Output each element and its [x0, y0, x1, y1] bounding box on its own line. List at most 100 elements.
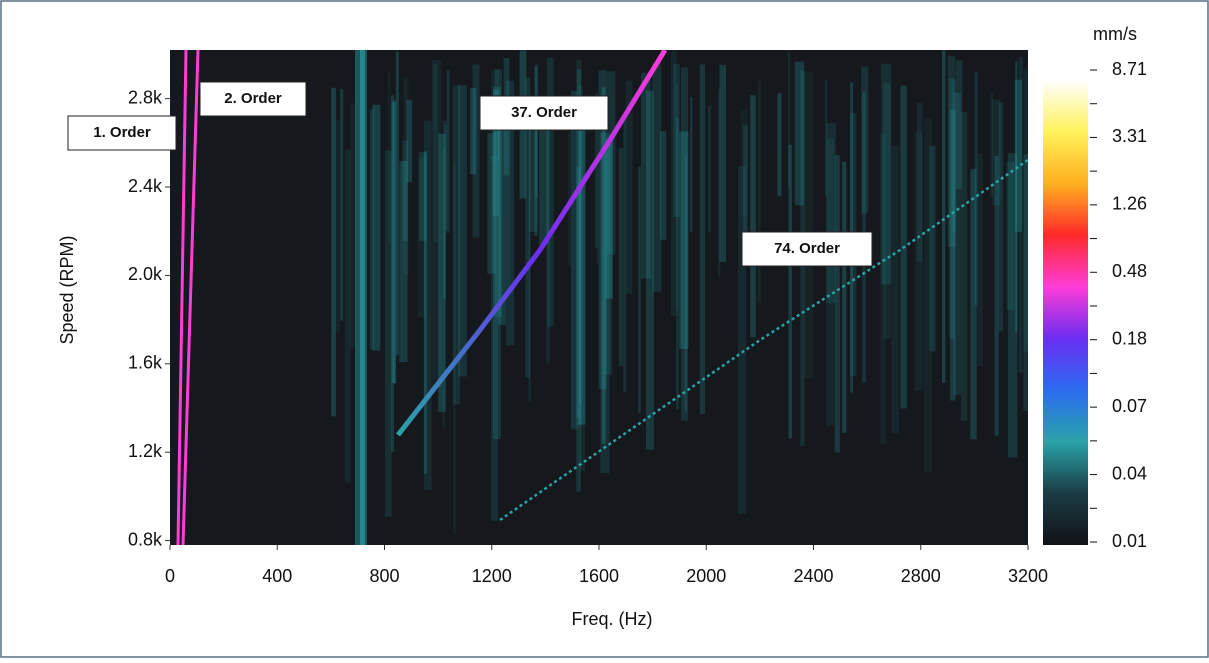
x-axis-label: Freq. (Hz) — [572, 609, 653, 629]
streak — [645, 90, 654, 450]
streak — [659, 131, 667, 240]
streak — [331, 87, 336, 417]
y-tick-label: 2.4k — [128, 176, 163, 196]
streak — [640, 72, 651, 279]
streak — [719, 64, 727, 262]
annotation-box — [67, 115, 177, 151]
streak — [794, 61, 805, 206]
x-tick-label: 0 — [165, 566, 175, 586]
x-tick-label: 3200 — [1008, 566, 1048, 586]
streak — [625, 80, 633, 295]
streak — [699, 64, 706, 415]
streak — [891, 145, 900, 434]
streak — [974, 72, 978, 306]
streak — [438, 133, 446, 412]
streak — [546, 57, 554, 327]
streak — [680, 67, 688, 421]
streak — [757, 80, 761, 303]
annotation: 2. Order — [224, 90, 282, 107]
streak — [788, 52, 791, 187]
streak — [578, 85, 583, 403]
x-tick-label: 2400 — [793, 566, 833, 586]
streak — [826, 138, 835, 426]
streak — [567, 132, 571, 266]
streak — [601, 87, 606, 445]
streak — [618, 148, 624, 367]
colorbar-tick-label: 1.26 — [1112, 194, 1147, 214]
streak — [445, 124, 448, 231]
streak — [1023, 68, 1028, 352]
streak — [525, 77, 531, 378]
streak — [842, 161, 847, 433]
order-line — [396, 50, 668, 437]
x-tick-label: 2800 — [901, 566, 941, 586]
colorbar-tick-label: 3.31 — [1112, 126, 1147, 146]
streak — [998, 102, 1004, 332]
streak — [638, 166, 641, 414]
streak — [992, 99, 1001, 206]
streak — [960, 111, 968, 421]
streak — [494, 68, 502, 318]
streak — [652, 62, 662, 292]
streak — [369, 109, 374, 350]
streak — [1014, 79, 1022, 232]
streak — [390, 95, 395, 453]
streak — [344, 149, 351, 483]
y-tick-label: 0.8k — [128, 529, 163, 549]
annotation-box — [741, 231, 873, 267]
streak — [505, 111, 511, 291]
streak — [750, 95, 756, 338]
y-axis-label: Speed (RPM) — [57, 235, 77, 344]
order-line — [181, 50, 200, 545]
streak — [914, 132, 923, 391]
heat-texture — [176, 50, 1028, 545]
streak — [948, 78, 955, 340]
streak — [576, 167, 582, 492]
streak — [953, 92, 961, 395]
streak — [360, 50, 365, 545]
streak — [442, 147, 446, 429]
streak — [690, 96, 693, 232]
streak — [458, 85, 467, 377]
streak — [951, 79, 957, 233]
streak — [340, 89, 344, 321]
streak — [399, 160, 408, 363]
streak — [470, 87, 477, 175]
streak — [350, 103, 357, 349]
streak — [826, 123, 836, 304]
streak — [432, 63, 438, 242]
order-line — [499, 158, 1028, 522]
annotation-box — [199, 81, 307, 117]
annotation: 1. Order — [93, 124, 151, 141]
streak — [578, 119, 586, 425]
x-tick-label: 1600 — [579, 566, 619, 586]
streak — [950, 109, 956, 401]
colorbar — [1043, 80, 1088, 545]
colorbar-tick-label: 0.04 — [1112, 463, 1147, 483]
streak — [881, 63, 892, 285]
streak — [490, 156, 498, 521]
y-tick-label: 2.0k — [128, 264, 163, 284]
colorbar-tick-label: 0.07 — [1112, 396, 1147, 416]
streak — [443, 120, 446, 300]
streak — [777, 93, 782, 197]
streak — [570, 90, 578, 430]
annotation: 74. Order — [774, 240, 840, 257]
streak — [594, 93, 598, 249]
streak — [942, 50, 946, 383]
streak — [737, 166, 747, 515]
streak — [675, 83, 679, 311]
streak — [334, 120, 340, 333]
streak — [923, 118, 932, 473]
streak — [596, 112, 599, 264]
streak — [487, 133, 496, 274]
streak — [452, 85, 461, 405]
streak — [803, 72, 814, 379]
streak — [576, 69, 582, 426]
streak — [391, 101, 397, 384]
streak — [718, 88, 721, 277]
streak — [431, 59, 442, 388]
streak — [402, 140, 408, 241]
streak — [1015, 61, 1018, 333]
order-line — [176, 50, 188, 545]
